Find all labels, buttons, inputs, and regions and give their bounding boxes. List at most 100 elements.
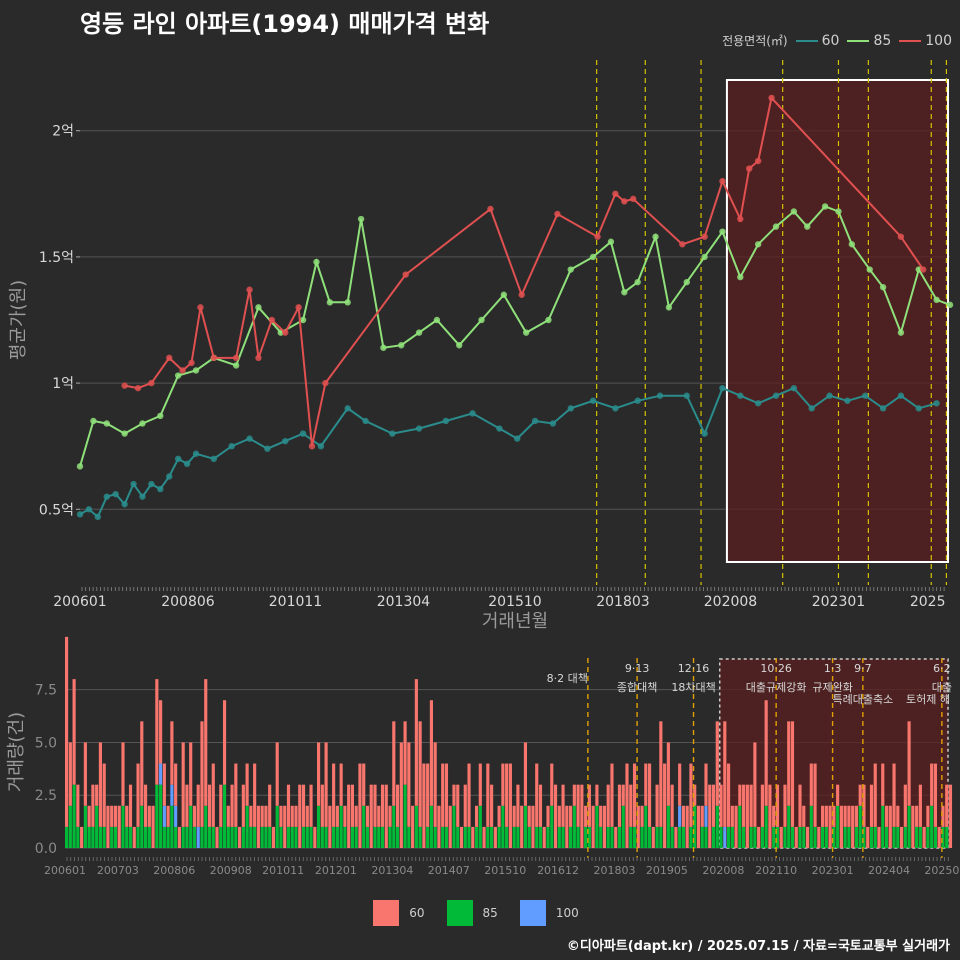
vol-bar-60 [523, 742, 528, 806]
vol-bar-60 [493, 826, 497, 848]
vol-bar-85 [538, 826, 543, 848]
vol-bar-85 [362, 805, 366, 848]
vol-bar-60 [317, 742, 321, 806]
point-60 [531, 417, 539, 425]
event-label-name: 대출규제강화 [746, 681, 807, 694]
vol-bar-60 [644, 763, 648, 806]
y-tick-label: 1.5억 [39, 250, 74, 266]
vol-bar-85 [373, 826, 377, 848]
vol-bar-85 [715, 805, 719, 848]
vol-bar-60 [418, 721, 422, 827]
vol-bar-60 [369, 784, 373, 848]
vol-bar-100 [704, 805, 708, 827]
vol-bar-60 [433, 742, 437, 827]
vol-bar-60 [689, 763, 693, 827]
vol-bar-85 [647, 826, 652, 848]
vol-bar-60 [569, 805, 573, 827]
vol-bar-60 [362, 763, 366, 806]
vol-bar-60 [888, 805, 892, 848]
vol-bar-85 [738, 805, 742, 848]
vol-y-tick-label: 0.0 [35, 841, 57, 857]
vol-bar-85 [621, 805, 625, 848]
vol-bar-60 [655, 784, 659, 827]
vol-bar-60 [95, 784, 99, 806]
vol-bar-100 [162, 805, 166, 827]
vol-bar-85 [569, 826, 573, 848]
vol-bar-85 [933, 826, 937, 848]
event-label-name: 18차대책 [671, 681, 715, 694]
point-60 [933, 400, 940, 407]
vol-bar-60 [106, 805, 110, 848]
point-85 [90, 417, 97, 425]
x-tick-label: 201011 [269, 594, 322, 610]
vol-bar-60 [478, 763, 482, 806]
vol-bar-85 [365, 826, 370, 848]
vol-bar-85 [606, 826, 610, 848]
vol-bar-85 [490, 826, 494, 848]
vol-bar-85 [249, 826, 253, 848]
vol-bar-60 [805, 826, 810, 848]
point-60 [282, 437, 289, 445]
vol-bar-60 [824, 805, 828, 827]
point-85 [683, 278, 690, 286]
vol-bar-60 [557, 805, 561, 827]
vol-bar-85 [632, 826, 637, 848]
point-60 [157, 485, 164, 493]
vol-x-tick-label: 200703 [97, 864, 139, 877]
vol-bar-85 [441, 826, 445, 848]
vol-bar-100 [159, 763, 163, 785]
vol-bar-60 [422, 763, 426, 848]
vol-bar-85 [113, 826, 118, 848]
vol-bar-100 [170, 784, 174, 806]
highlight-box [725, 79, 950, 563]
vol-bar-60 [347, 784, 351, 848]
point-60 [549, 420, 557, 427]
point-100 [295, 304, 302, 311]
vol-bar-60 [290, 805, 294, 827]
vol-bar-85 [546, 826, 550, 848]
vol-bar-60 [238, 826, 242, 848]
vol-bar-60 [230, 784, 234, 827]
vol-bar-60 [651, 826, 655, 848]
vol-bar-60 [245, 763, 249, 806]
vol-bar-60 [700, 805, 704, 827]
point-100 [612, 190, 619, 198]
vol-y-tick-label: 7.5 [35, 683, 57, 699]
legend-swatch-85 [847, 39, 870, 42]
vol-bar-85 [689, 826, 693, 848]
legend-bottom-label-100: 100 [555, 906, 579, 920]
vol-bar-60 [192, 805, 197, 827]
vol-bar-60 [313, 826, 317, 848]
vol-x-tick-label: 201612 [537, 864, 579, 877]
vol-bar-60 [595, 784, 599, 806]
vol-bar-60 [365, 805, 370, 827]
vol-bar-60 [332, 763, 336, 827]
point-85 [665, 304, 673, 311]
vol-bar-85 [121, 805, 125, 848]
legend-item-100: 100 [899, 33, 952, 49]
point-60 [915, 405, 922, 412]
vol-bar-60 [802, 805, 806, 827]
point-60 [148, 480, 155, 488]
vol-bar-60 [561, 784, 565, 827]
legend-swatch-100 [899, 39, 922, 42]
point-85 [719, 228, 726, 235]
vol-y-tick-label: 5.0 [35, 735, 57, 751]
vol-bar-85 [380, 826, 385, 848]
vol-bar-60 [745, 784, 749, 848]
point-60 [130, 480, 137, 488]
vol-bar-60 [783, 784, 787, 827]
point-60 [94, 513, 102, 521]
vol-bar-60 [896, 805, 900, 827]
vol-bar-60 [132, 826, 136, 848]
vol-bar-85 [941, 826, 945, 848]
vol-bar-60 [617, 784, 622, 827]
point-100 [255, 354, 262, 362]
vol-bar-60 [839, 805, 843, 848]
vol-bar-60 [854, 805, 859, 827]
point-60 [701, 430, 708, 437]
vol-bar-85 [760, 826, 764, 848]
vol-bar-85 [234, 826, 238, 848]
vol-bar-60 [211, 763, 215, 827]
vol-x-tick-label: 201304 [371, 864, 413, 877]
